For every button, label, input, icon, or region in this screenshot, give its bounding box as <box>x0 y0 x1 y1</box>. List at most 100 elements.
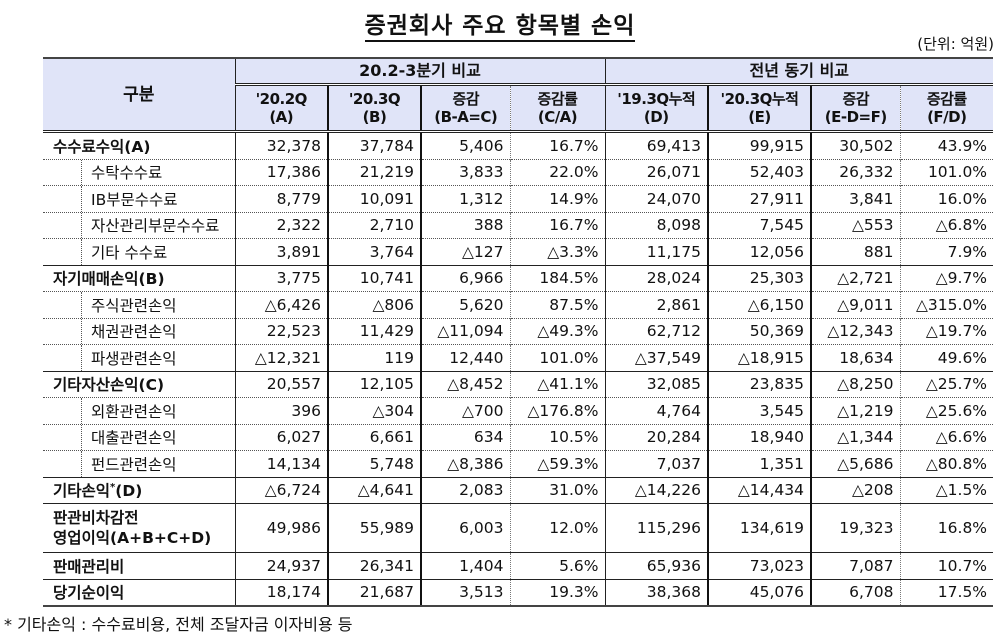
table-cell: △80.8% <box>899 450 994 477</box>
table-row: 주식관련손익 △6,426 △806 5,620 87.5% 2,861 △6,150 △9,… <box>43 291 994 318</box>
table-cell: △6.6% <box>899 423 994 451</box>
table-cell: 22.0% <box>509 158 606 186</box>
table-cell: 10.7% <box>899 552 994 579</box>
column-header-line2: (B-A=C) <box>434 108 498 126</box>
table-cell: 24,937 <box>234 552 328 579</box>
indent-guide <box>81 292 82 318</box>
table-cell: 3,775 <box>234 264 328 292</box>
column-header-line2: (D) <box>643 108 669 126</box>
table-cell: △806 <box>327 291 421 318</box>
table-row: 펀드관련손익 14,134 5,748 △8,386 △59.3% 7,037 1,351 △… <box>43 450 994 477</box>
row-label: 파생관련손익 <box>43 344 235 371</box>
table-cell: 25,303 <box>707 264 812 292</box>
table-cell: △9.7% <box>899 264 994 292</box>
row-label-text: 대출관련손익 <box>91 429 177 448</box>
table-cell: 101.0% <box>899 158 994 186</box>
row-label: 판관비차감전 영업이익(A+B+C+D) <box>43 503 235 553</box>
table-cell: 17.5% <box>899 578 994 607</box>
column-header-line1: '20.3Q <box>348 90 401 108</box>
table-cell: 7,037 <box>604 450 709 477</box>
table-cell: 26,071 <box>604 158 709 186</box>
table-cell: 16.7% <box>509 211 606 239</box>
row-label-text: 채권관련손익 <box>91 323 177 342</box>
indent-guide <box>81 186 82 212</box>
row-label-text: 판매관리비 <box>53 557 125 576</box>
column-header-line1: 증감 <box>842 90 870 108</box>
column-header-line2: (B) <box>362 108 387 126</box>
table-cell: 65,936 <box>604 552 709 579</box>
row-label-text: 자산관리부문수수료 <box>91 217 220 236</box>
row-label: IB부문수수료 <box>43 185 235 212</box>
table-cell: 1,312 <box>420 185 510 212</box>
column-header: 증감 (E-D=F) <box>810 84 901 133</box>
table-row: 수탁수수료 17,386 21,219 3,833 22.0% 26,071 52,403 2… <box>43 158 994 186</box>
table-cell: 396 <box>234 397 328 424</box>
table-cell: 32,085 <box>604 370 709 398</box>
table-cell: 4,764 <box>604 397 709 424</box>
footnote: * 기타손익 : 수수료비용, 전체 조달자금 이자비용 등 <box>4 615 353 634</box>
table-cell: 69,413 <box>604 131 709 159</box>
table-row: 당기순이익 18,174 21,687 3,513 19.3% 38,368 45,076 6… <box>43 578 994 607</box>
table-cell: △25.7% <box>899 370 994 398</box>
table-cell: 32,378 <box>234 131 328 159</box>
table-cell: △1.5% <box>899 476 994 504</box>
table-cell: 26,341 <box>327 552 421 579</box>
column-header-line2: (F/D) <box>927 108 967 126</box>
row-label: 외환관련손익 <box>43 397 235 424</box>
table-cell: 73,023 <box>707 552 812 579</box>
table-cell: 11,175 <box>604 238 709 265</box>
table-cell: 20,557 <box>234 370 328 398</box>
table-cell: 881 <box>810 238 901 265</box>
table-cell: △12,321 <box>234 344 328 371</box>
table-cell: 21,687 <box>327 578 421 607</box>
table-cell: △6.8% <box>899 211 994 239</box>
table-row: IB부문수수료 8,779 10,091 1,312 14.9% 24,070 27,911… <box>43 185 994 212</box>
table-row: 판매관리비 24,937 26,341 1,404 5.6% 65,936 73,023 7,… <box>43 552 994 579</box>
table-row: 파생관련손익 △12,321 119 12,440 101.0% △37,549 △18,9… <box>43 344 994 371</box>
table-cell: 55,989 <box>327 503 421 553</box>
table-cell: △37,549 <box>604 344 709 371</box>
table-cell: 2,322 <box>234 211 328 239</box>
table-cell: 19,323 <box>810 503 901 553</box>
column-header: 증감률 (C/A) <box>509 84 606 133</box>
row-label-text: 주식관련손익 <box>91 296 177 315</box>
table-cell: △8,452 <box>420 370 510 398</box>
row-label: 판매관리비 <box>43 552 235 579</box>
table-cell: △208 <box>810 476 901 504</box>
table-cell: 115,296 <box>604 503 709 553</box>
table-cell: △176.8% <box>509 397 606 424</box>
row-label: 채권관련손익 <box>43 317 235 345</box>
table-cell: △19.7% <box>899 317 994 345</box>
table-row: 자산관리부문수수료 2,322 2,710 388 16.7% 8,098 7,545 △55… <box>43 211 994 239</box>
table-cell: △14,434 <box>707 476 812 504</box>
table-cell: 10,741 <box>327 264 421 292</box>
column-header: 증감률 (F/D) <box>899 84 994 133</box>
table-cell: △127 <box>420 238 510 265</box>
row-label-suffix: (D) <box>115 482 143 501</box>
table-cell: △6,426 <box>234 291 328 318</box>
header-group-quarter: 20.2-3분기 비교 <box>234 57 606 86</box>
table-row: 기타손익*(D) △6,724 △4,641 2,083 31.0% △14,226 △14… <box>43 476 994 504</box>
table-cell: 2,710 <box>327 211 421 239</box>
table-cell: 11,429 <box>327 317 421 345</box>
table-cell: △4,641 <box>327 476 421 504</box>
row-label-text: 기타자산손익(C) <box>53 376 165 395</box>
table-cell: 19.3% <box>509 578 606 607</box>
column-header-line1: 증감률 <box>926 90 967 108</box>
table-cell: 5,620 <box>420 291 510 318</box>
table-cell: △8,386 <box>420 450 510 477</box>
table-row: 외환관련손익 396 △304 △700 △176.8% 4,764 3,545 △1,219… <box>43 397 994 424</box>
table-cell: 388 <box>420 211 510 239</box>
table-row: 기타 수수료 3,891 3,764 △127 △3.3% 11,175 12,056 881… <box>43 238 994 265</box>
column-header-line1: 증감률 <box>537 90 578 108</box>
table-cell: △315.0% <box>899 291 994 318</box>
table-cell: △49.3% <box>509 317 606 345</box>
table-cell: 5.6% <box>509 552 606 579</box>
row-label: 펀드관련손익 <box>43 450 235 477</box>
table-cell: 23,835 <box>707 370 812 398</box>
row-label-text: 기타 수수료 <box>91 243 168 262</box>
table-row: 자기매매손익(B) 3,775 10,741 6,966 184.5% 28,024 25,… <box>43 264 994 292</box>
row-label: 당기순이익 <box>43 578 235 607</box>
table-cell: 27,911 <box>707 185 812 212</box>
row-label: 대출관련손익 <box>43 423 235 451</box>
